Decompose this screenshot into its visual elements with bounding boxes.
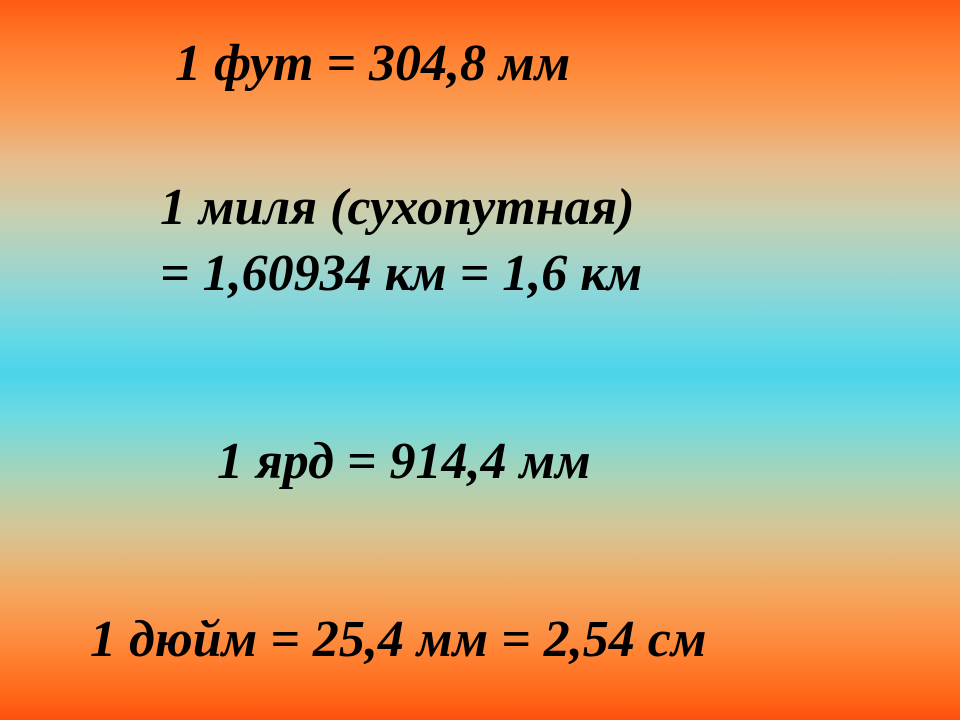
conversion-yard: 1 ярд = 914,4 мм	[0, 432, 960, 491]
conversion-inch: 1 дюйм = 25,4 мм = 2,54 см	[0, 610, 960, 669]
conversion-mile-value: = 1,60934 км = 1,6 км	[0, 244, 960, 303]
conversion-mile-label: 1 миля (сухопутная)	[0, 178, 960, 237]
slide-container: 1 фут = 304,8 мм 1 миля (сухопутная) = 1…	[0, 0, 960, 720]
conversion-foot: 1 фут = 304,8 мм	[0, 34, 960, 93]
